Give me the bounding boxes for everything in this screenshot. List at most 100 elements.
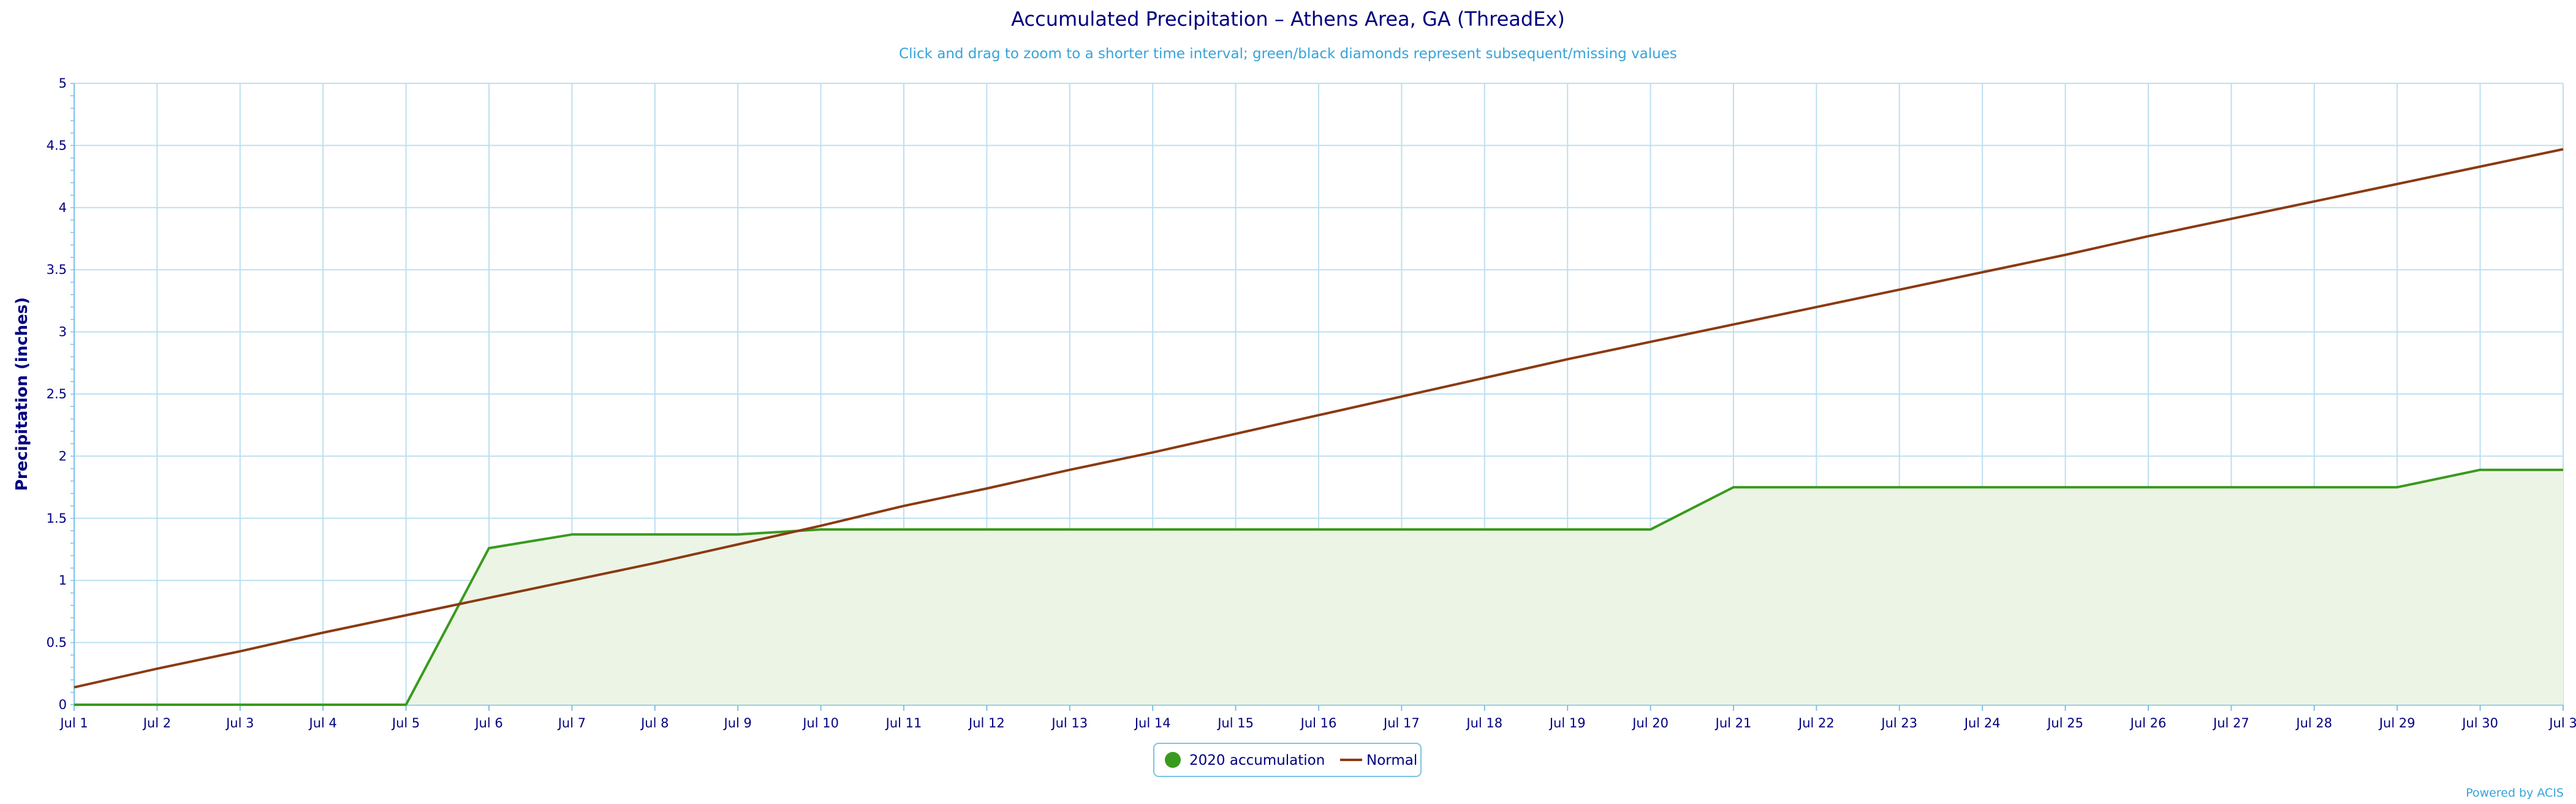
accumulation-point[interactable] <box>2561 468 2565 472</box>
credit-link[interactable]: Powered by ACIS <box>2466 786 2564 800</box>
normal-point[interactable] <box>1068 468 1072 472</box>
accumulation-point[interactable] <box>1980 485 1984 489</box>
accumulation-point[interactable] <box>1151 528 1154 531</box>
x-tick-label: Jul 21 <box>1714 716 1752 730</box>
normal-point[interactable] <box>2146 234 2150 238</box>
normal-point[interactable] <box>2395 182 2399 186</box>
accumulation-point[interactable] <box>2313 485 2316 489</box>
accumulation-point[interactable] <box>1400 528 1403 531</box>
normal-point[interactable] <box>2479 165 2482 169</box>
normal-point[interactable] <box>653 561 657 565</box>
x-tick-label: Jul 2 <box>142 716 171 730</box>
accumulation-point[interactable] <box>736 533 740 536</box>
accumulation-point[interactable] <box>985 528 988 531</box>
y-tick-label: 1.5 <box>47 511 67 526</box>
x-tick-label: Jul 10 <box>801 716 839 730</box>
legend-accumulation-marker[interactable] <box>1165 752 1181 768</box>
accumulation-point[interactable] <box>2479 468 2482 472</box>
normal-point[interactable] <box>1980 270 1984 274</box>
normal-point[interactable] <box>2064 253 2067 257</box>
normal-point[interactable] <box>570 578 574 582</box>
y-tick-label: 2.5 <box>47 387 67 401</box>
x-tick-label: Jul 26 <box>2129 716 2167 730</box>
normal-point[interactable] <box>1732 322 1735 326</box>
accumulation-point[interactable] <box>1898 485 1901 489</box>
normal-point[interactable] <box>404 613 408 617</box>
normal-point[interactable] <box>736 542 740 546</box>
x-tick-label: Jul 17 <box>1382 716 1420 730</box>
normal-point[interactable] <box>1649 340 1653 344</box>
x-tick-label: Jul 24 <box>1963 716 2001 730</box>
x-tick-label: Jul 12 <box>968 716 1005 730</box>
normal-point[interactable] <box>1317 413 1320 417</box>
x-tick-label: Jul 20 <box>1631 716 1669 730</box>
accumulation-point[interactable] <box>2395 485 2399 489</box>
x-tick-label: Jul 1 <box>59 716 88 730</box>
normal-point[interactable] <box>1566 357 1569 361</box>
x-tick-label: Jul 9 <box>723 716 752 730</box>
normal-point[interactable] <box>321 631 325 634</box>
normal-point[interactable] <box>902 504 906 508</box>
x-tick-label: Jul 3 <box>2548 716 2576 730</box>
normal-point[interactable] <box>72 686 76 689</box>
accumulation-point[interactable] <box>321 703 325 707</box>
y-tick-label: 4.5 <box>47 138 67 153</box>
accumulation-point[interactable] <box>1317 528 1320 531</box>
x-tick-label: Jul 22 <box>1797 716 1835 730</box>
accumulation-point[interactable] <box>1566 528 1569 531</box>
normal-point[interactable] <box>1898 288 1901 292</box>
accumulation-point[interactable] <box>1068 528 1072 531</box>
legend[interactable]: 2020 accumulation Normal <box>1153 743 1422 777</box>
y-tick-label: 2 <box>59 449 67 463</box>
accumulation-point[interactable] <box>2064 485 2067 489</box>
x-tick-label: Jul 30 <box>2461 716 2498 730</box>
normal-point[interactable] <box>2229 217 2233 221</box>
legend-normal-label[interactable]: Normal <box>1366 753 1417 768</box>
x-tick-label: Jul 18 <box>1465 716 1502 730</box>
x-tick-label: Jul 14 <box>1134 716 1171 730</box>
normal-point[interactable] <box>155 667 159 670</box>
accumulation-point[interactable] <box>1483 528 1487 531</box>
x-tick-label: Jul 8 <box>640 716 669 730</box>
accumulation-point[interactable] <box>2146 485 2150 489</box>
accumulation-point[interactable] <box>72 703 76 707</box>
normal-point[interactable] <box>1814 305 1818 309</box>
chart-subtitle: Click and drag to zoom to a shorter time… <box>899 46 1677 62</box>
legend-accumulation-label[interactable]: 2020 accumulation <box>1189 753 1325 768</box>
normal-point[interactable] <box>487 596 491 600</box>
accumulation-point[interactable] <box>404 703 408 707</box>
series-line-2020-accumulation[interactable] <box>74 468 2563 706</box>
normal-point[interactable] <box>1234 432 1238 436</box>
accumulation-point[interactable] <box>155 703 159 707</box>
normal-point[interactable] <box>2561 147 2565 151</box>
accumulation-point[interactable] <box>2229 485 2233 489</box>
accumulation-point[interactable] <box>1649 528 1653 531</box>
accumulation-point[interactable] <box>238 703 242 707</box>
accumulation-point[interactable] <box>819 528 823 531</box>
accumulation-point[interactable] <box>487 546 491 550</box>
x-tick-label: Jul 16 <box>1300 716 1337 730</box>
y-axis-label: Precipitation (inches) <box>13 297 31 491</box>
x-tick-label: Jul 6 <box>474 716 502 730</box>
accumulation-point[interactable] <box>1234 528 1238 531</box>
series-line-normal[interactable] <box>74 148 2564 689</box>
chart-title: Accumulated Precipitation – Athens Area,… <box>1011 7 1565 31</box>
normal-point[interactable] <box>1400 395 1403 398</box>
normal-point[interactable] <box>1151 450 1154 454</box>
x-tick-label: Jul 25 <box>2046 716 2083 730</box>
normal-point[interactable] <box>2313 200 2316 203</box>
accumulation-point[interactable] <box>1814 485 1818 489</box>
normal-point[interactable] <box>238 650 242 653</box>
plot-area[interactable] <box>70 83 2565 711</box>
x-tick-label: Jul 29 <box>2378 716 2415 730</box>
normal-point[interactable] <box>985 487 988 490</box>
accumulation-point[interactable] <box>1732 485 1735 489</box>
series-layer <box>72 147 2565 707</box>
normal-point[interactable] <box>1483 376 1487 380</box>
accumulation-point[interactable] <box>570 533 574 536</box>
accumulation-point[interactable] <box>902 528 906 531</box>
accumulation-point[interactable] <box>653 533 657 536</box>
legend-box <box>1153 743 1422 777</box>
normal-point[interactable] <box>819 524 823 528</box>
